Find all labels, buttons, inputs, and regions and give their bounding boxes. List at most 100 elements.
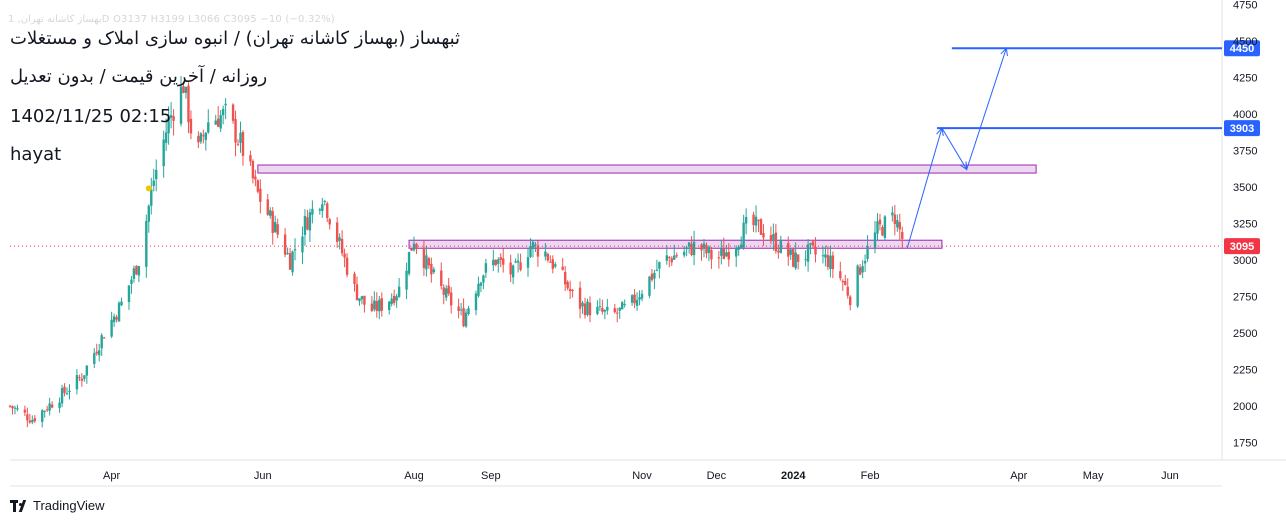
target-level-label: 3903 xyxy=(1230,123,1254,135)
candle-body xyxy=(566,281,569,289)
candle-body xyxy=(150,189,153,206)
candle-body xyxy=(901,232,904,239)
candle-body xyxy=(234,119,237,143)
candle-body xyxy=(132,268,136,279)
candle-body xyxy=(606,306,609,311)
candle-body xyxy=(321,204,324,212)
candle-body xyxy=(162,139,165,167)
candle-body xyxy=(199,133,203,142)
candle-body xyxy=(739,244,743,248)
candle-body xyxy=(231,104,235,121)
candle-body xyxy=(849,296,852,306)
candle-body xyxy=(50,404,54,408)
candle-body xyxy=(345,257,349,275)
candle-body xyxy=(769,235,773,242)
candle-body xyxy=(826,255,830,268)
candle-body xyxy=(355,284,359,300)
ohlc-readout: بهساز کاشانه تهران, 1D O3137 H3199 L3066… xyxy=(8,14,335,25)
candle-body xyxy=(546,253,550,261)
candle-body xyxy=(207,122,210,133)
candle-body xyxy=(338,237,341,241)
candle-body xyxy=(531,241,535,249)
y-tick-label: 4500 xyxy=(1233,36,1257,48)
candle-body xyxy=(509,262,512,275)
candle-body xyxy=(167,117,170,134)
y-tick-label: 3750 xyxy=(1233,145,1257,157)
y-tick-label: 3500 xyxy=(1233,182,1257,194)
candle-body xyxy=(360,296,364,300)
tradingview-brand[interactable]: TradingView xyxy=(10,498,105,513)
x-tick-label: May xyxy=(1083,470,1104,482)
projection-arrowhead xyxy=(936,126,944,137)
candle-body xyxy=(725,252,728,257)
candle-body xyxy=(283,234,287,255)
x-tick-label: Apr xyxy=(1010,470,1027,482)
candle-body xyxy=(598,306,602,308)
support-resistance-zone xyxy=(408,239,943,249)
candle-body xyxy=(655,269,659,271)
candle-body xyxy=(673,255,676,260)
y-tick-label: 4250 xyxy=(1233,72,1257,84)
candle-body xyxy=(164,132,168,143)
candle-body xyxy=(544,251,547,257)
candle-body xyxy=(757,219,760,221)
candle-body xyxy=(881,227,884,236)
levels-layer: 4450 3903 3095 xyxy=(10,40,1260,255)
candle-body xyxy=(179,86,183,124)
candle-body xyxy=(274,222,277,233)
candle-body xyxy=(883,216,887,238)
x-tick-label: 2024 xyxy=(781,470,806,482)
candle-body xyxy=(482,275,485,283)
candle-body xyxy=(809,243,812,245)
candle-body xyxy=(41,410,44,422)
candle-body xyxy=(293,249,297,251)
x-tick-label: Feb xyxy=(861,470,880,482)
last-price-label: 3095 xyxy=(1230,241,1254,253)
candle-body xyxy=(861,266,864,273)
candle-body xyxy=(407,252,411,274)
candle-body xyxy=(516,260,520,263)
candle-body xyxy=(343,253,346,258)
candle-body xyxy=(80,378,84,381)
candle-body xyxy=(737,246,740,250)
candle-body xyxy=(256,180,260,192)
candle-body xyxy=(519,262,522,270)
candle-body xyxy=(254,176,257,180)
candle-body xyxy=(682,251,686,256)
candle-body xyxy=(26,414,29,421)
zones-layer xyxy=(257,164,1037,249)
candle-body xyxy=(43,410,46,412)
candle-body xyxy=(526,257,530,268)
candle-body xyxy=(184,86,188,93)
target-level-label: 4450 xyxy=(1230,43,1254,55)
tradingview-label: TradingView xyxy=(33,498,105,513)
candle-body xyxy=(551,259,554,269)
candle-body xyxy=(477,283,480,296)
candle-body xyxy=(462,307,465,327)
candle-body xyxy=(685,247,688,250)
candle-body xyxy=(762,233,765,238)
candle-body xyxy=(514,261,517,263)
candle-body xyxy=(464,312,468,327)
candle-body xyxy=(727,251,730,260)
candle-body xyxy=(447,285,450,294)
candle-body xyxy=(613,308,616,313)
candle-body xyxy=(878,219,882,225)
candle-body xyxy=(876,221,879,234)
candle-body xyxy=(457,306,460,312)
y-tick-label: 3000 xyxy=(1233,255,1257,267)
candle-body xyxy=(221,108,225,116)
candle-body xyxy=(271,211,274,233)
candle-body xyxy=(866,246,869,259)
chart-author: hayat xyxy=(10,144,62,165)
candle-body xyxy=(155,169,158,180)
candle-body xyxy=(630,295,634,303)
candle-body xyxy=(33,418,36,422)
candle-body xyxy=(603,310,607,312)
candle-body xyxy=(130,279,133,284)
candle-body xyxy=(95,351,98,354)
candle-body xyxy=(774,232,778,252)
candle-body xyxy=(137,266,141,276)
candle-body xyxy=(412,243,416,251)
